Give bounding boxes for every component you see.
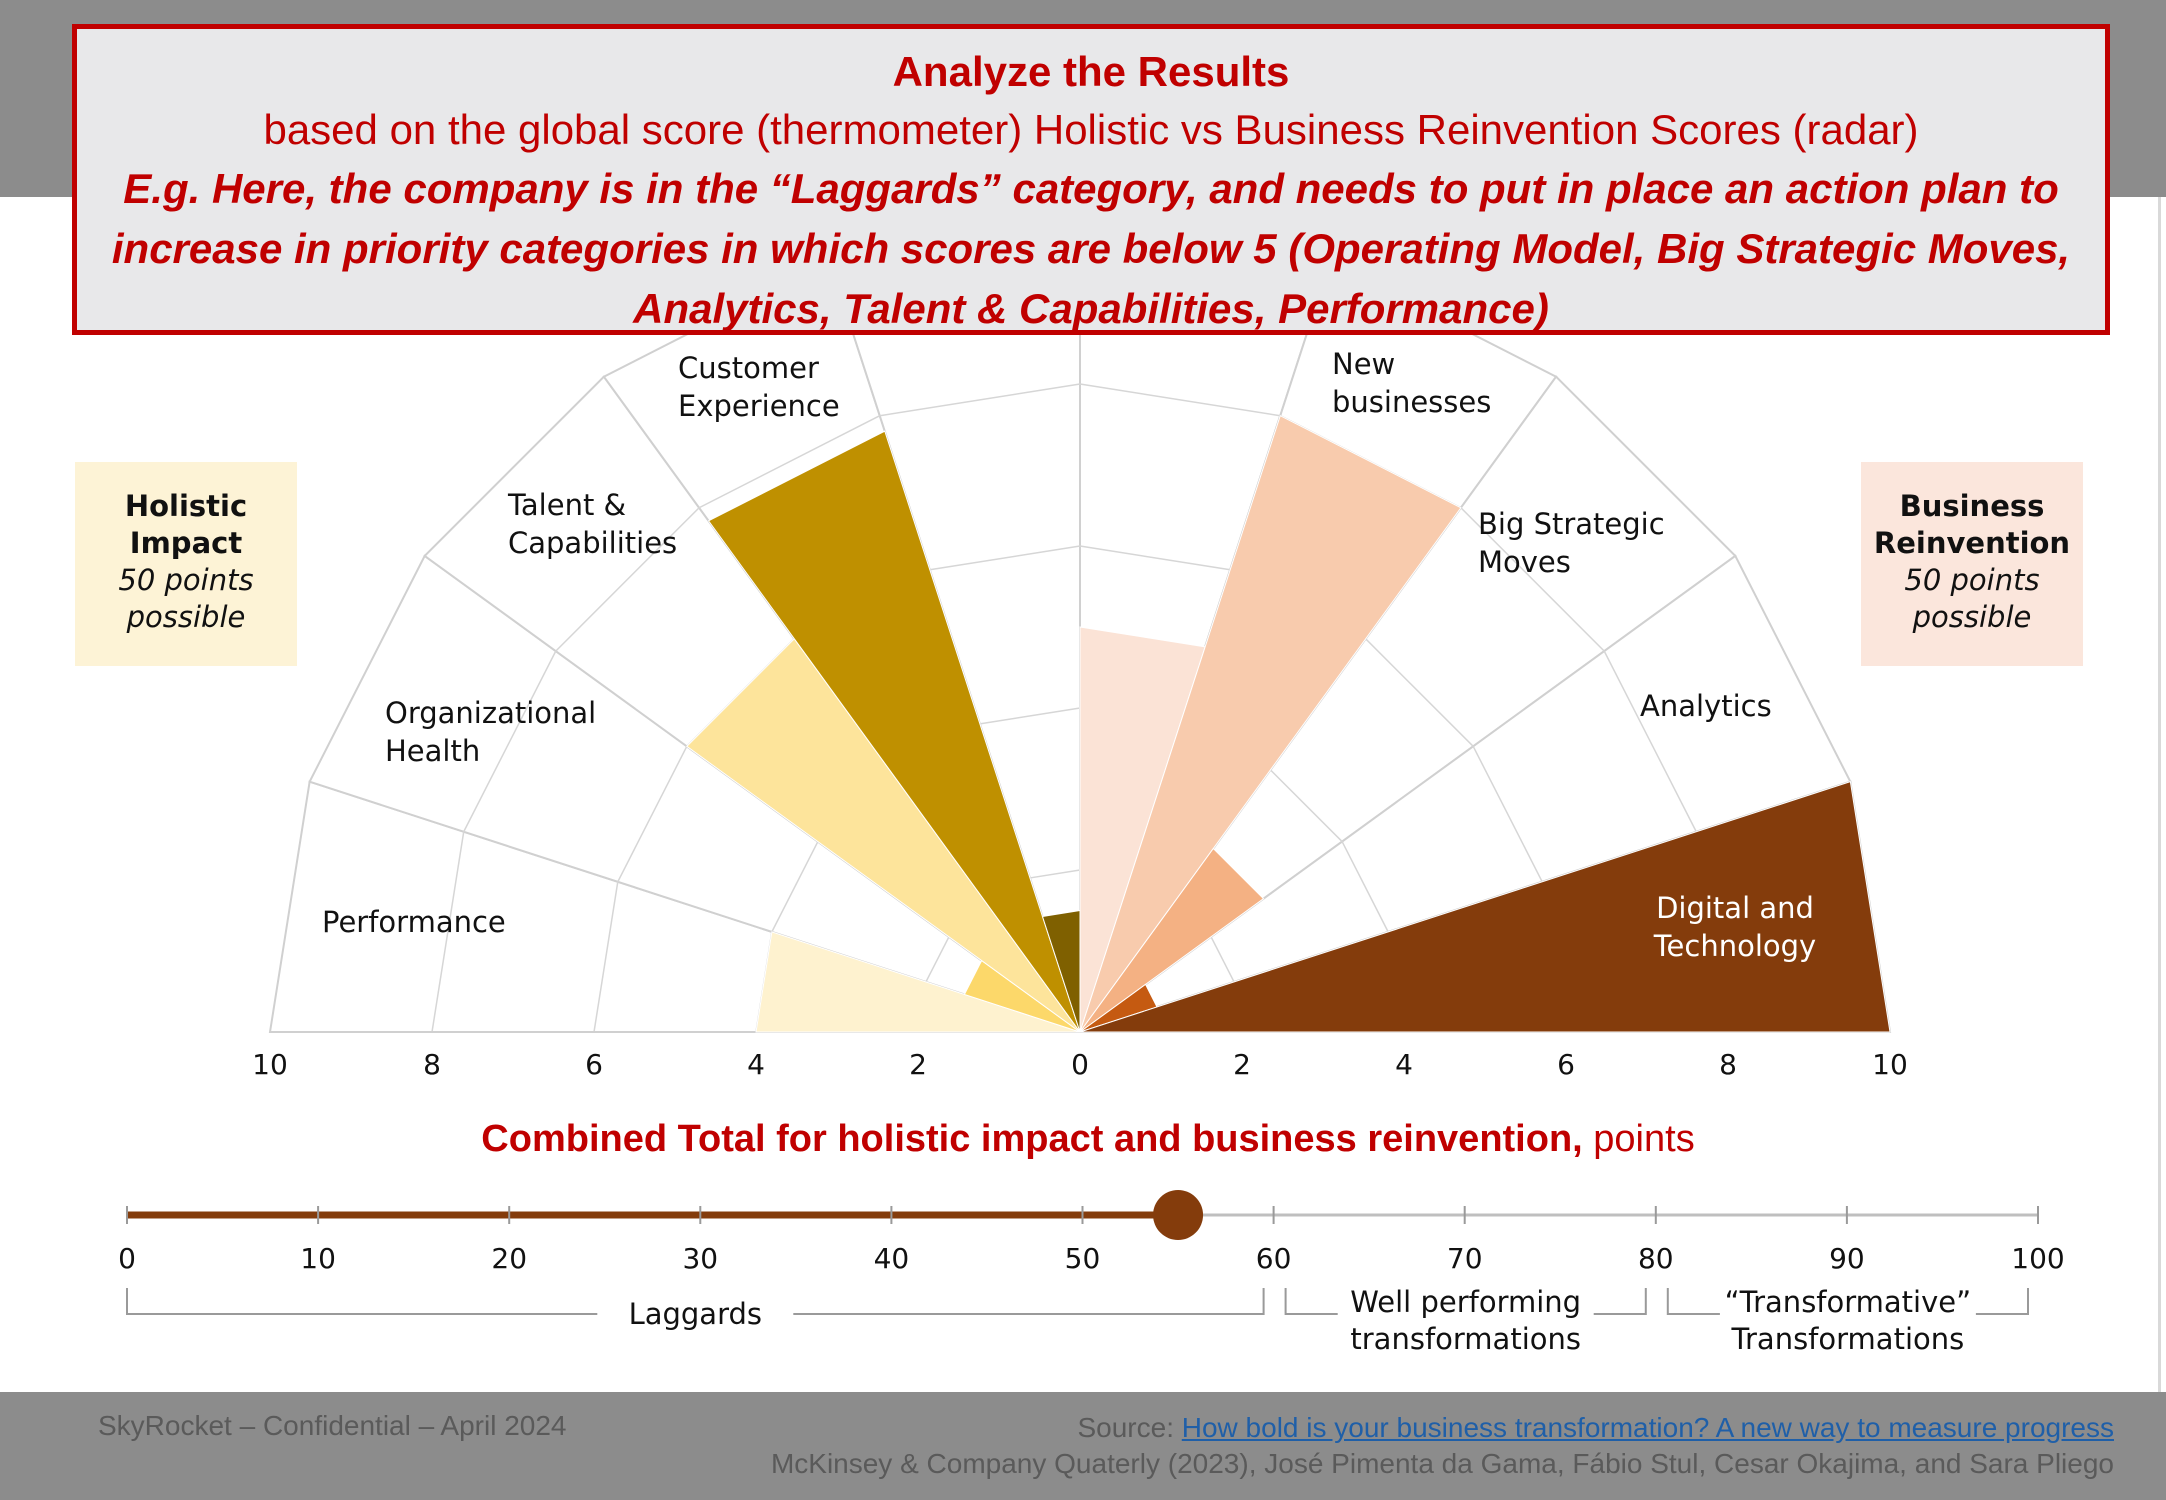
- analysis-callout: Analyze the Results based on the global …: [72, 24, 2110, 335]
- band-label: transformations: [1350, 1322, 1581, 1356]
- holistic-box-points: 50 points possible: [118, 563, 254, 634]
- chart-grid-line: [1460, 507, 1605, 652]
- bar-new-businesses: [1079, 415, 1462, 1033]
- thermometer-tick-label: 90: [1829, 1242, 1865, 1275]
- bar-big-strategic-moves: [1079, 847, 1265, 1033]
- chart-grid-line: [1341, 841, 1389, 933]
- category-label: Capabilities: [508, 526, 677, 560]
- holistic-impact-box: Holistic Impact 50 points possible: [75, 462, 297, 666]
- chart-grid-line: [1210, 936, 1235, 983]
- chart-grid-line: [431, 831, 465, 1033]
- chart-grid-line: [463, 650, 557, 833]
- chart-grid-line: [555, 507, 700, 652]
- axis-tick-label: 8: [423, 1048, 441, 1081]
- chart-grid-line: [593, 881, 619, 1033]
- band-label: “Transformative”: [1725, 1285, 1972, 1319]
- axis-tick-label: 0: [1071, 1048, 1089, 1081]
- reinvention-box-points: 50 points possible: [1904, 563, 2040, 634]
- chart-grid-line: [925, 936, 950, 983]
- thermometer-marker: [1153, 1190, 1204, 1240]
- axis-tick-label: 8: [1719, 1048, 1737, 1081]
- band-bracket-right: [1593, 1288, 1647, 1315]
- footer-bar: [0, 1392, 2166, 1500]
- axis-tick-label: 2: [909, 1048, 927, 1081]
- axis-tick-label: 4: [747, 1048, 765, 1081]
- thermometer-tick-label: 80: [1638, 1242, 1674, 1275]
- bar-customer-experience: [707, 430, 1081, 1033]
- category-label: New: [1332, 347, 1395, 381]
- chart-grid-line: [1269, 769, 1343, 843]
- bar-performance: [755, 931, 1081, 1033]
- category-label: Big Strategic: [1478, 507, 1665, 541]
- source-prefix: Source:: [1077, 1412, 1182, 1443]
- thermometer-tick-label: 50: [1065, 1242, 1101, 1275]
- footer-confidential: SkyRocket – Confidential – April 2024: [98, 1410, 567, 1441]
- thermometer-tick-label: 20: [491, 1242, 527, 1275]
- callout-subtitle: based on the global score (thermometer) …: [263, 106, 1919, 153]
- chart-grid-line: [1603, 650, 1697, 833]
- chart-axis-ticks: 10 8 6 4 2 0 2 4 6 8 10: [252, 1048, 1908, 1081]
- chart-grid-line: [617, 745, 688, 883]
- chart-grid-line: [1472, 745, 1543, 883]
- footer-source: Source: How bold is your business transf…: [771, 1410, 2114, 1482]
- chart-grid-line: [1079, 545, 1231, 571]
- chart-grid-line: [1365, 638, 1474, 747]
- category-label: Analytics: [1640, 689, 1772, 723]
- right-border: [2158, 197, 2161, 1392]
- category-label: Customer: [678, 351, 819, 385]
- holistic-box-title: Holistic Impact: [124, 489, 248, 560]
- chart-grid-line: [1079, 383, 1281, 417]
- source-citation: McKinsey & Company Quaterly (2023), José…: [770, 1448, 2114, 1479]
- chart-grid-line: [929, 545, 1081, 571]
- chart-category-labels: Performance Organizational Health Talent & C…: [322, 347, 1816, 963]
- thermometer-tick-label: 60: [1256, 1242, 1292, 1275]
- axis-tick-label: 10: [252, 1048, 288, 1081]
- band-label: Well performing: [1350, 1285, 1581, 1319]
- thermometer-tick-label: 100: [2011, 1242, 2064, 1275]
- thermometer-tick-label: 0: [118, 1242, 136, 1275]
- thermometer-title: Combined Total for holistic impact and b…: [481, 1118, 1694, 1160]
- category-label: Experience: [678, 389, 840, 423]
- reinvention-box-title: Business Reinvention: [1873, 489, 2071, 560]
- chart-grid-line: [1029, 869, 1081, 879]
- axis-tick-label: 6: [1557, 1048, 1575, 1081]
- business-reinvention-box: Business Reinvention 50 points possible: [1861, 462, 2083, 666]
- bar-digital-and-technology: [1079, 781, 1891, 1033]
- axis-tick-label: 10: [1872, 1048, 1908, 1081]
- category-label: businesses: [1332, 385, 1491, 419]
- chart-grid-line: [979, 707, 1081, 725]
- thermometer-tick-label: 70: [1447, 1242, 1483, 1275]
- chart-grid-line: [771, 841, 819, 933]
- thermometer-tick-label: 30: [682, 1242, 718, 1275]
- category-label: Performance: [322, 905, 506, 939]
- band-bracket-right: [793, 1288, 1265, 1315]
- thermometer-tick-label: 40: [874, 1242, 910, 1275]
- band-label: Laggards: [629, 1297, 762, 1331]
- thermometer: Combined Total for holistic impact and b…: [118, 1118, 2065, 1356]
- band-bracket-left: [1666, 1288, 1720, 1315]
- thermometer-tick-label: 10: [300, 1242, 336, 1275]
- category-label: Organizational: [385, 696, 596, 730]
- chart-bars: [686, 415, 1891, 1033]
- category-label: Technology: [1653, 929, 1816, 963]
- category-label: Talent &: [507, 488, 626, 522]
- category-label: Health: [385, 734, 480, 768]
- axis-tick-label: 6: [585, 1048, 603, 1081]
- axis-tick-label: 2: [1233, 1048, 1251, 1081]
- source-link[interactable]: How bold is your business transformation…: [1181, 1412, 2114, 1443]
- axis-tick-label: 4: [1395, 1048, 1413, 1081]
- chart-grid-line: [698, 415, 881, 509]
- band-bracket-left: [1284, 1288, 1338, 1315]
- category-label: Moves: [1478, 545, 1571, 579]
- band-bracket-right: [1975, 1288, 2029, 1315]
- band-label: Transformations: [1731, 1322, 1965, 1356]
- band-bracket-left: [126, 1288, 598, 1315]
- callout-title: Analyze the Results: [892, 48, 1290, 95]
- chart-grid-line: [879, 383, 1081, 417]
- category-label: Digital and: [1656, 891, 1814, 925]
- callout-note: E.g. Here, the company is in the “Laggar…: [111, 165, 2071, 332]
